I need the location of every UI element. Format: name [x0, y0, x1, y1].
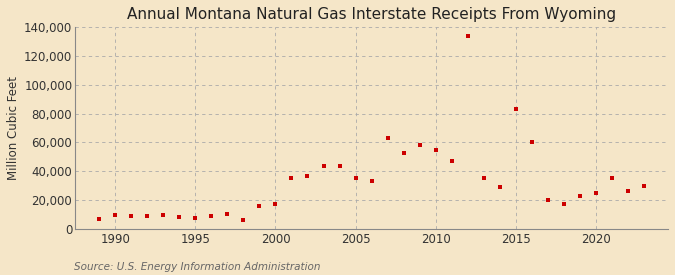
Point	[382, 136, 393, 140]
Point	[367, 179, 377, 184]
Point	[254, 204, 265, 208]
Point	[543, 198, 554, 202]
Point	[174, 215, 185, 219]
Point	[430, 147, 441, 152]
Point	[479, 176, 489, 181]
Point	[126, 214, 136, 218]
Point	[222, 211, 233, 216]
Title: Annual Montana Natural Gas Interstate Receipts From Wyoming: Annual Montana Natural Gas Interstate Re…	[127, 7, 616, 22]
Text: Source: U.S. Energy Information Administration: Source: U.S. Energy Information Administ…	[74, 262, 321, 272]
Point	[462, 34, 473, 38]
Point	[110, 213, 121, 218]
Point	[607, 176, 618, 181]
Point	[158, 213, 169, 218]
Point	[526, 140, 537, 145]
Y-axis label: Million Cubic Feet: Million Cubic Feet	[7, 76, 20, 180]
Point	[94, 217, 105, 221]
Point	[639, 183, 649, 188]
Point	[318, 163, 329, 168]
Point	[398, 150, 409, 155]
Point	[334, 163, 345, 168]
Point	[350, 176, 361, 181]
Point	[270, 202, 281, 207]
Point	[142, 214, 153, 218]
Point	[206, 214, 217, 218]
Point	[558, 202, 569, 207]
Point	[510, 107, 521, 112]
Point	[414, 143, 425, 148]
Point	[574, 194, 585, 198]
Point	[286, 176, 297, 181]
Point	[302, 174, 313, 178]
Point	[190, 216, 200, 220]
Point	[494, 185, 505, 189]
Point	[591, 191, 601, 195]
Point	[622, 189, 633, 194]
Point	[446, 159, 457, 163]
Point	[238, 218, 249, 222]
